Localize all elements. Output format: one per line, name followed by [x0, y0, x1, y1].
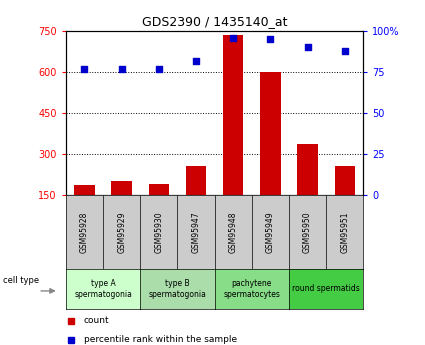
Point — [267, 37, 274, 42]
Text: pachytene
spermatocytes: pachytene spermatocytes — [224, 279, 280, 299]
Text: GSM95947: GSM95947 — [192, 211, 201, 253]
Text: GSM95949: GSM95949 — [266, 211, 275, 253]
Bar — [298, 145, 318, 195]
Bar — [149, 184, 169, 195]
Text: round spermatids: round spermatids — [292, 284, 360, 294]
Bar — [111, 181, 132, 195]
Point — [118, 66, 125, 71]
Point — [156, 66, 162, 71]
Point — [304, 45, 311, 50]
Point — [193, 58, 199, 63]
Text: GSM95929: GSM95929 — [117, 211, 126, 253]
Text: GSM95930: GSM95930 — [154, 211, 163, 253]
Bar — [186, 166, 206, 195]
Point — [341, 48, 348, 53]
Title: GDS2390 / 1435140_at: GDS2390 / 1435140_at — [142, 16, 287, 29]
Text: count: count — [84, 316, 109, 325]
Text: GSM95928: GSM95928 — [80, 211, 89, 253]
Text: type A
spermatogonia: type A spermatogonia — [74, 279, 132, 299]
Text: GSM95948: GSM95948 — [229, 211, 238, 253]
Bar — [334, 166, 355, 195]
Text: cell type: cell type — [3, 276, 39, 285]
Bar — [74, 185, 95, 195]
Point — [81, 66, 88, 71]
Point — [230, 35, 237, 40]
Text: type B
spermatogonia: type B spermatogonia — [148, 279, 207, 299]
Text: GSM95950: GSM95950 — [303, 211, 312, 253]
Bar — [223, 35, 244, 195]
Text: GSM95951: GSM95951 — [340, 211, 349, 253]
Text: percentile rank within the sample: percentile rank within the sample — [84, 335, 237, 344]
Bar — [260, 72, 281, 195]
